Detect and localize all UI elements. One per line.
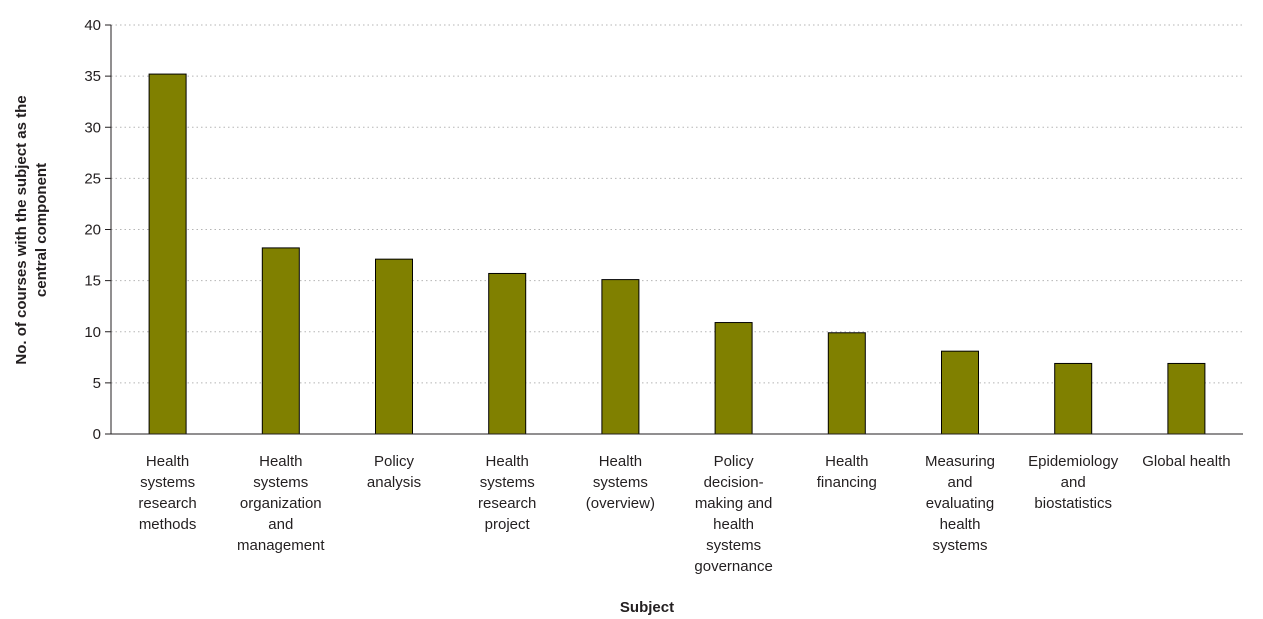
y-tick-label: 0	[93, 426, 101, 443]
x-tick-label: Epidemiology and biostatistics	[1028, 453, 1119, 512]
y-tick-label: 15	[84, 273, 101, 290]
bar	[714, 322, 753, 435]
y-tick-label: 40	[84, 17, 101, 34]
bars	[148, 73, 1206, 435]
y-tick-label: 35	[84, 68, 101, 85]
x-tick-label: Policy decision-making and health systems go…	[694, 453, 772, 575]
x-tick-label: Measuring and evaluating health systems	[925, 453, 995, 554]
y-tick-label: 20	[84, 222, 101, 239]
x-tick-label: Policy analysis	[367, 453, 421, 491]
axes	[105, 24, 1243, 435]
y-tick-label: 10	[84, 324, 101, 341]
x-tick-label: Health systems research project	[478, 453, 536, 533]
y-axis-title: No. of courses with the subject as the ce…	[13, 95, 50, 364]
x-tick-label: Health systems research methods	[138, 453, 196, 533]
x-tick-label: Health systems organization and management	[237, 453, 325, 554]
bar	[261, 247, 300, 435]
bar	[941, 350, 979, 435]
bar	[375, 258, 413, 435]
bar	[488, 272, 527, 435]
x-tick-label: Health financing	[817, 453, 877, 491]
bar	[148, 73, 187, 435]
y-tick-label: 30	[84, 119, 101, 136]
x-tick-label: Global health	[1142, 453, 1230, 470]
y-tick-label: 25	[84, 170, 101, 187]
x-axis-title: Subject	[620, 599, 674, 616]
labels: 0 5 10 15 20 25 30 35 40 Health systems research met…	[84, 17, 1230, 575]
bar	[1054, 362, 1093, 435]
bar	[827, 332, 866, 435]
bar	[601, 279, 640, 435]
y-tick-label: 5	[93, 375, 101, 392]
x-tick-label: Health systems (overview)	[586, 453, 655, 512]
bar	[1167, 362, 1206, 435]
